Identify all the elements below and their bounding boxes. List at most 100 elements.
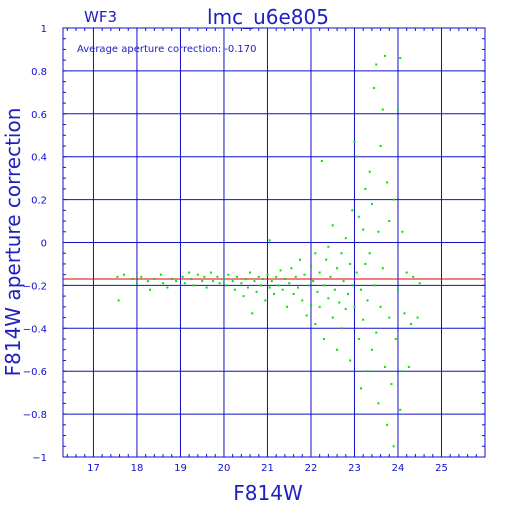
data-point [323,338,326,341]
data-point [342,280,345,283]
data-point [135,282,138,285]
y-tick-label: 0 [41,239,47,250]
data-point [375,331,378,334]
data-point [344,307,347,310]
data-point [299,258,302,261]
data-point [333,288,336,291]
data-point [370,348,373,351]
data-point [205,286,208,289]
data-point [396,288,399,291]
data-point [203,275,206,278]
data-point [231,280,234,283]
data-point [244,277,247,280]
data-point [149,288,152,291]
y-tick-label: −0.2 [23,281,47,292]
data-points [116,54,421,448]
data-point [188,271,191,274]
data-point [209,271,212,274]
data-point [242,295,245,298]
x-tick-label: 25 [435,463,448,474]
data-point [338,301,341,304]
data-point [277,284,280,287]
data-point [383,54,386,57]
data-point [117,299,120,302]
data-point [227,273,230,276]
data-point [407,365,410,368]
data-point [275,275,278,278]
data-point [268,239,271,242]
data-point [377,230,380,233]
data-point [364,187,367,190]
data-point [364,262,367,265]
data-point [192,284,195,287]
data-point [329,275,332,278]
x-tick-label: 20 [218,463,231,474]
x-tick-label: 21 [261,463,274,474]
data-point [240,282,243,285]
data-point [266,273,269,276]
data-point [259,284,262,287]
data-point [140,275,143,278]
data-point [327,297,330,300]
data-point [316,290,319,293]
data-point [183,282,186,285]
data-point [153,277,156,280]
data-point [388,220,391,223]
data-point [288,282,291,285]
data-point [131,277,134,280]
data-point [292,292,295,295]
data-point [373,87,376,90]
data-point [201,280,204,283]
data-point [336,348,339,351]
data-point [320,159,323,162]
y-tick-label: −1 [32,453,47,464]
data-point [357,338,360,341]
data-point [340,252,343,255]
x-tick-label: 24 [392,463,405,474]
data-point [331,316,334,319]
data-point [175,280,178,283]
data-point [390,383,393,386]
data-point [257,275,260,278]
data-point [301,299,304,302]
y-tick-label: 0.2 [31,196,47,207]
data-point [283,277,286,280]
x-tick-labels: 17 18 19 20 21 22 23 24 25 [66,28,486,474]
data-point [262,277,265,280]
data-point [349,359,352,362]
data-point [281,288,284,291]
y-axis-label: F814W aperture correction [1,108,25,377]
data-point [273,292,275,295]
data-point [233,288,236,291]
data-point [386,181,389,184]
data-point [222,277,225,280]
data-point [399,408,402,411]
y-tick-labels: −1 −0.8 −0.6 −0.4 −0.2 0 0.2 0.4 0.6 0.8 1 [23,24,485,464]
chart-subtitle: WF3 [84,8,117,26]
data-point [381,267,384,270]
data-point [362,228,365,231]
data-point [327,245,330,248]
data-point [355,271,358,274]
data-point [294,275,297,278]
y-tick-label: 0.8 [31,67,47,78]
data-point [190,277,193,280]
data-point [323,284,326,287]
data-point [388,316,391,319]
data-point [305,314,308,317]
data-point [392,198,395,201]
data-point [381,108,384,111]
data-point [418,282,421,285]
data-point [353,140,356,143]
data-point [255,290,258,293]
data-point [325,258,328,261]
data-point [246,286,249,289]
data-point [368,170,371,173]
y-tick-label: −0.6 [23,367,47,378]
data-point [403,312,406,315]
data-point [410,323,413,326]
data-point [279,269,282,272]
x-axis-label: F814W [233,481,303,505]
grid-lines [63,27,485,458]
